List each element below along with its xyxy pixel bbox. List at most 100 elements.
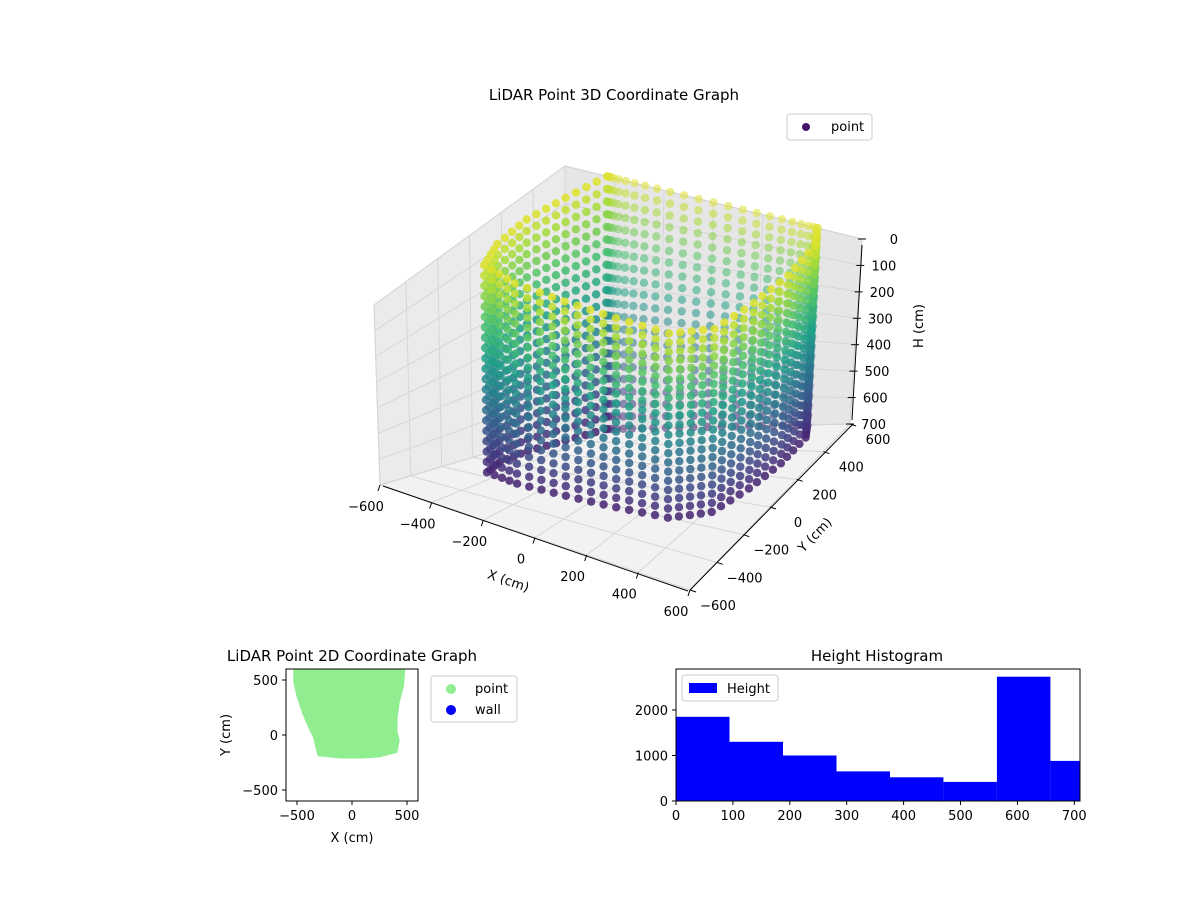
point-marker	[796, 229, 805, 239]
point-marker	[679, 225, 688, 235]
point-marker	[524, 462, 534, 471]
point-marker	[736, 444, 745, 453]
chart-2d-point-region	[293, 669, 406, 759]
point-marker	[571, 274, 580, 283]
point-marker	[720, 318, 729, 327]
point-marker	[515, 244, 524, 253]
tick-label: 500	[395, 809, 420, 824]
point-marker	[675, 392, 684, 401]
point-marker	[481, 385, 490, 394]
point-marker	[726, 487, 735, 496]
histogram-bar	[996, 676, 1051, 801]
point-marker	[581, 257, 591, 266]
point-marker	[551, 259, 561, 268]
point-marker	[512, 439, 521, 448]
point-marker	[675, 411, 684, 420]
point-marker	[707, 254, 717, 263]
point-marker	[481, 354, 490, 363]
point-marker	[736, 281, 745, 290]
grid-line	[532, 189, 535, 440]
point-marker	[532, 256, 541, 266]
point-marker	[782, 308, 792, 318]
point-marker	[523, 363, 533, 372]
point-marker	[763, 387, 772, 397]
point-marker	[664, 270, 673, 279]
point-marker	[511, 379, 521, 388]
point-marker	[482, 457, 491, 467]
point-marker	[503, 305, 512, 314]
point-marker	[599, 395, 608, 404]
point-marker	[497, 412, 506, 421]
point-marker	[495, 321, 505, 330]
point-marker	[620, 238, 630, 248]
point-marker	[755, 403, 764, 412]
point-marker	[586, 459, 596, 468]
point-marker	[497, 432, 506, 442]
point-marker	[764, 243, 773, 252]
point-marker	[535, 308, 545, 317]
point-marker	[735, 292, 745, 301]
point-marker	[541, 204, 551, 213]
point-marker	[481, 395, 491, 404]
point-marker	[708, 416, 718, 425]
point-marker	[561, 472, 570, 481]
tick-mark	[796, 478, 803, 482]
point-marker	[611, 436, 621, 446]
point-marker	[511, 349, 520, 358]
point-marker	[686, 483, 695, 492]
point-marker	[640, 230, 649, 239]
point-marker	[767, 285, 776, 294]
point-marker	[504, 385, 513, 395]
point-marker	[574, 475, 583, 484]
point-marker	[630, 215, 639, 225]
point-marker	[532, 268, 541, 277]
point-marker	[651, 427, 660, 436]
grid-line	[373, 304, 381, 486]
point-marker	[625, 317, 634, 327]
point-marker	[532, 209, 541, 219]
point-marker	[625, 458, 634, 468]
point-marker	[612, 503, 621, 512]
point-marker	[536, 436, 546, 445]
point-marker	[542, 346, 551, 356]
point-marker	[548, 390, 558, 400]
point-marker	[560, 316, 569, 326]
point-marker	[512, 449, 521, 458]
point-marker	[762, 415, 771, 425]
tick-label: 400	[839, 461, 864, 476]
point-marker	[621, 201, 630, 210]
point-marker	[612, 455, 621, 465]
point-marker	[709, 209, 718, 218]
point-marker	[748, 363, 757, 373]
point-marker	[766, 313, 775, 322]
point-marker	[524, 383, 533, 392]
point-marker	[522, 215, 531, 224]
tick-label: 0	[890, 233, 898, 248]
point-marker	[535, 317, 545, 327]
point-marker	[574, 446, 583, 455]
point-marker	[747, 373, 757, 382]
point-marker	[536, 446, 546, 455]
point-marker	[697, 417, 707, 427]
point-marker	[548, 380, 557, 390]
point-marker	[717, 483, 726, 493]
point-marker	[764, 254, 773, 263]
point-marker	[745, 465, 754, 475]
point-marker	[740, 305, 749, 314]
point-marker	[561, 481, 570, 491]
point-marker	[755, 394, 764, 403]
tick-label: 700	[861, 418, 886, 433]
point-marker	[599, 338, 608, 347]
point-marker	[490, 450, 499, 459]
point-marker	[736, 453, 745, 462]
point-marker	[693, 228, 702, 238]
point-marker	[686, 400, 696, 409]
point-marker	[497, 422, 506, 432]
point-marker	[709, 198, 718, 207]
point-marker	[551, 247, 561, 256]
point-marker	[776, 235, 786, 245]
point-marker	[663, 317, 672, 326]
point-marker	[651, 325, 660, 334]
point-marker	[753, 450, 762, 459]
